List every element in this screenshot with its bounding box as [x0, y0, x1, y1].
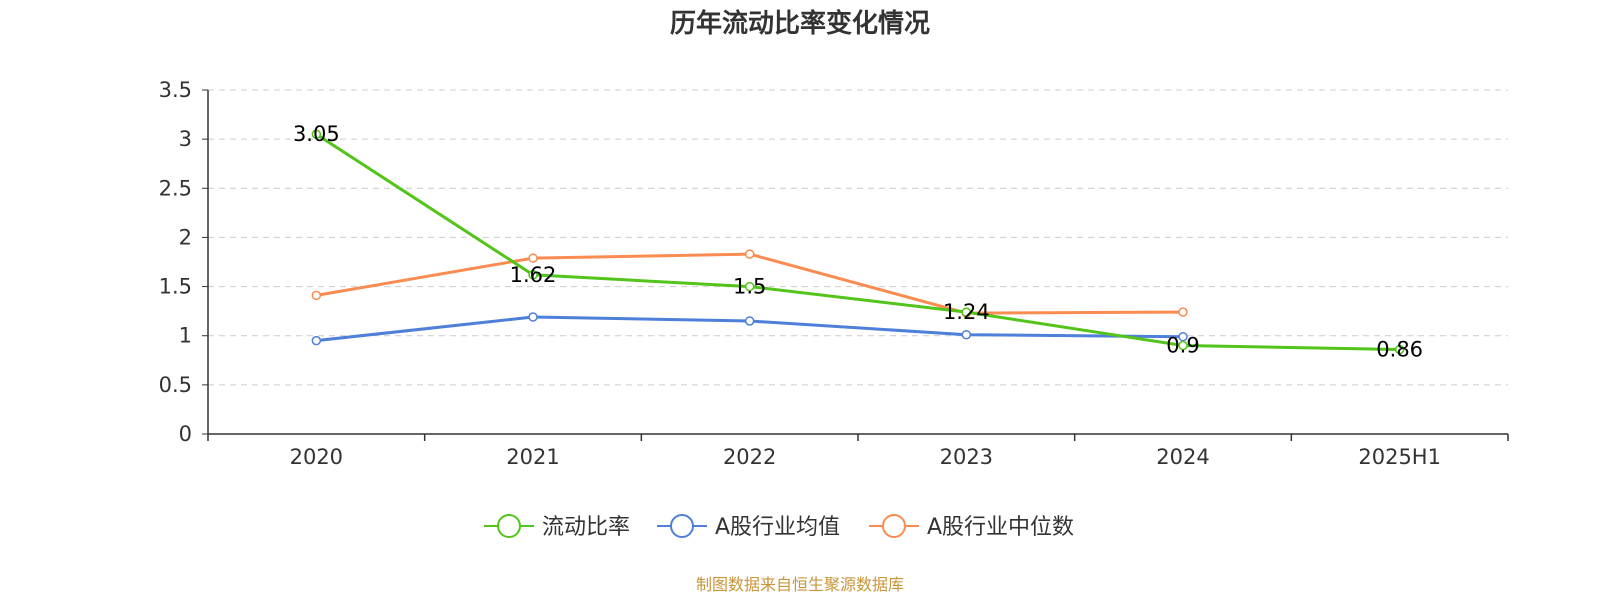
- data-point: [311, 290, 322, 301]
- chart-title: 历年流动比率变化情况: [670, 8, 930, 39]
- data-point: [744, 249, 755, 259]
- data-point: [528, 253, 538, 263]
- y-tick-label: 1: [179, 324, 192, 348]
- grid-lines: [208, 89, 1508, 386]
- data-label: 0.86: [1376, 337, 1423, 361]
- data-point: [961, 307, 972, 317]
- y-tick-label: 2: [179, 225, 192, 249]
- data-point: [1394, 344, 1405, 355]
- legend-marker: [497, 514, 521, 538]
- y-tick-label: 1.5: [159, 275, 192, 299]
- data-point: [1178, 340, 1188, 351]
- data-point: [744, 316, 755, 326]
- legend-marker: [670, 514, 694, 538]
- data-point: [528, 312, 538, 322]
- x-tick-label: 2023: [940, 445, 993, 469]
- x-tick-label: 2024: [1156, 445, 1209, 469]
- data-labels: 3.05 1.62 1.5 1.24 0.9 0.86: [293, 122, 1423, 361]
- y-tick-label: 3.5: [159, 78, 192, 102]
- data-point: [744, 281, 755, 292]
- series-group: [311, 129, 1405, 355]
- source-note: 制图数据来自恒生聚源数据库: [696, 575, 904, 594]
- y-tick-label: 3: [179, 127, 192, 151]
- legend[interactable]: 流动比率 A股行业均值 A股行业中位数: [484, 514, 1074, 540]
- data-point: [311, 129, 322, 139]
- legend-marker: [882, 514, 906, 538]
- data-point: [961, 329, 972, 340]
- data-point: [1178, 307, 1188, 317]
- legend-item[interactable]: A股行业中位数: [869, 514, 1074, 540]
- axes: 0 0.5 1 1.5 2 2.5 3 3.5 2020 2021 2022 2023 2024 2025…: [159, 78, 1509, 469]
- series-line-0: [315, 132, 1400, 351]
- data-label: 1.24: [943, 300, 990, 324]
- data-label: 1.5: [733, 275, 766, 299]
- data-label: 1.62: [510, 263, 557, 287]
- legend-label: 流动比率: [542, 515, 630, 540]
- data-point: [528, 270, 538, 280]
- data-label: 0.9: [1166, 334, 1199, 358]
- legend-item[interactable]: 流动比率: [484, 514, 630, 540]
- x-tick-label: 2022: [723, 445, 776, 469]
- x-tick-label: 2021: [506, 445, 559, 469]
- data-point: [1178, 331, 1188, 342]
- x-tick-label: 2025H1: [1358, 445, 1441, 469]
- legend-label: A股行业均值: [715, 515, 840, 540]
- y-tick-label: 0: [179, 422, 192, 446]
- y-tick-label: 2.5: [159, 176, 192, 200]
- x-tick-label: 2020: [290, 445, 343, 469]
- y-tick-label: 0.5: [159, 373, 192, 397]
- data-label: 3.05: [293, 122, 340, 146]
- legend-label: A股行业中位数: [927, 515, 1074, 540]
- data-point: [311, 335, 322, 346]
- legend-item[interactable]: A股行业均值: [657, 514, 840, 540]
